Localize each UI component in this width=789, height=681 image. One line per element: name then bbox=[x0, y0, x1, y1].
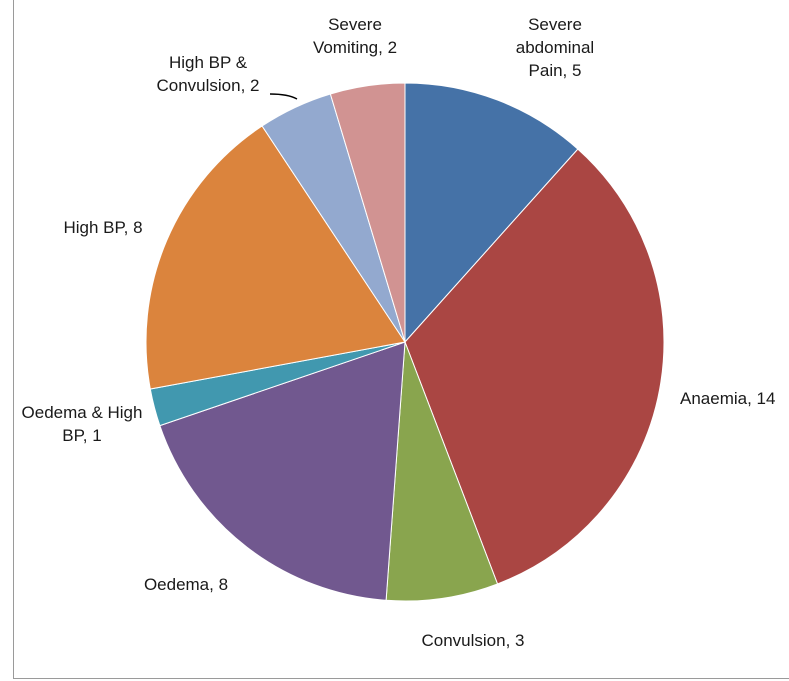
data-labels: Severe abdominal Pain, 5 Anaemia, 14 Convuls… bbox=[22, 15, 776, 650]
data-label-oedema: Oedema, 8 bbox=[144, 575, 228, 594]
pie-slices bbox=[145, 82, 665, 602]
data-label-line: Pain, 5 bbox=[529, 61, 582, 80]
data-label-anaemia: Anaemia, 14 bbox=[680, 389, 775, 408]
chart-frame bbox=[13, 0, 789, 679]
data-label-line: Oedema, 8 bbox=[144, 575, 228, 594]
pie-slice-severe-vomiting bbox=[329, 82, 406, 343]
leader-lines bbox=[269, 93, 298, 100]
data-label-high-bp-convulsion: High BP & Convulsion, 2 bbox=[156, 53, 259, 95]
data-label-line: Convulsion, 2 bbox=[156, 76, 259, 95]
data-label-severe-vomiting: Severe Vomiting, 2 bbox=[313, 15, 397, 57]
data-label-line: High BP, 8 bbox=[63, 218, 142, 237]
pie-slice-high-bp bbox=[145, 125, 406, 390]
data-label-severe-abdominal-pain: Severe abdominal Pain, 5 bbox=[516, 15, 594, 80]
data-label-line: Severe bbox=[528, 15, 582, 34]
data-label-line: Convulsion, 3 bbox=[421, 631, 524, 650]
data-label-line: abdominal bbox=[516, 38, 594, 57]
data-label-oedema-high-bp: Oedema & High BP, 1 bbox=[22, 403, 143, 445]
pie-slice-convulsion bbox=[385, 341, 499, 602]
data-label-line: Vomiting, 2 bbox=[313, 38, 397, 57]
data-label-line: High BP & bbox=[169, 53, 248, 72]
leader-line-high-bp-convulsion bbox=[269, 93, 298, 100]
data-label-convulsion: Convulsion, 3 bbox=[421, 631, 524, 650]
data-label-high-bp: High BP, 8 bbox=[63, 218, 142, 237]
data-label-line: Oedema & High bbox=[22, 403, 143, 422]
data-label-line: BP, 1 bbox=[62, 426, 101, 445]
pie-slice-severe-abdominal-pain bbox=[404, 82, 579, 344]
data-label-line: Severe bbox=[328, 15, 382, 34]
pie-slice-oedema bbox=[159, 341, 406, 601]
data-label-line: Anaemia, 14 bbox=[680, 389, 775, 408]
pie-slice-anaemia bbox=[404, 148, 665, 585]
